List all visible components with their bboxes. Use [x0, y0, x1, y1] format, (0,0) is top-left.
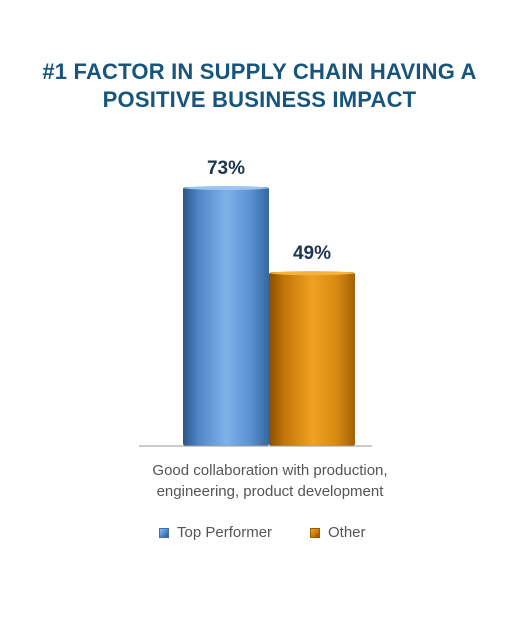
- bars-group: 73% 49%: [183, 158, 355, 446]
- legend-swatch-top-performer: [159, 527, 169, 538]
- bar-other: [269, 272, 355, 446]
- category-label: Good collaboration with production, engi…: [120, 460, 420, 502]
- data-label-other: 49%: [293, 243, 331, 264]
- legend-item-top-performer: Top Performer: [159, 524, 272, 541]
- chart-title-line-2: POSITIVE BUSINESS IMPACT: [102, 87, 417, 112]
- legend-label-top-performer: Top Performer: [177, 524, 273, 541]
- legend: Top Performer Other: [0, 524, 519, 546]
- bar-top-cap-other: [270, 271, 354, 276]
- legend-swatch-other: [310, 527, 320, 538]
- legend-label-other: Other: [328, 524, 366, 541]
- bar-top-performer: [183, 187, 269, 446]
- chart-title: #1 FACTOR IN SUPPLY CHAIN HAVING A POSIT…: [0, 58, 519, 114]
- category-label-line-1: Good collaboration with production,: [152, 462, 388, 479]
- data-label-top-performer: 73%: [207, 158, 245, 179]
- chart-title-line-1: #1 FACTOR IN SUPPLY CHAIN HAVING A: [42, 59, 477, 84]
- bar-top-cap-top-performer: [184, 186, 268, 190]
- category-label-line-2: engineering, product development: [156, 483, 384, 500]
- legend-item-other: Other: [310, 524, 366, 541]
